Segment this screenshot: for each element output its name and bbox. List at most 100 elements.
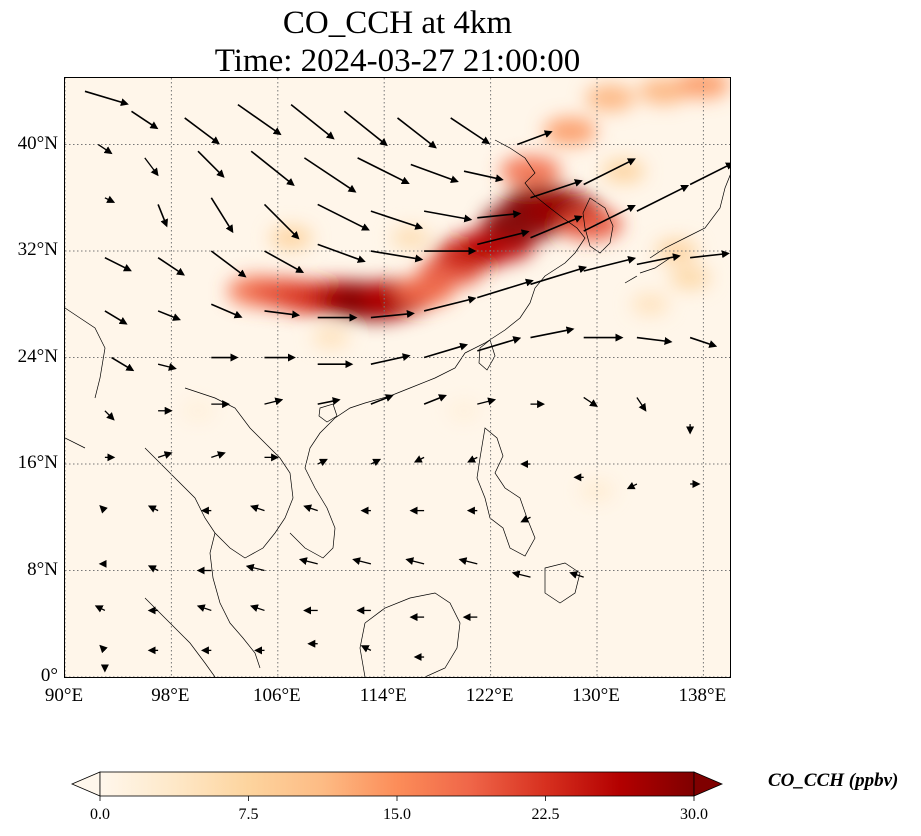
longitude-tick-label: 138°E: [678, 685, 727, 706]
wind-arrow: [264, 397, 284, 406]
wind-arrow: [397, 117, 437, 149]
colorbar-gradient: [99, 771, 695, 797]
wind-arrow: [511, 570, 531, 579]
wind-arrow: [94, 605, 106, 613]
wind-arrow: [157, 363, 177, 371]
wind-arrow: [250, 150, 295, 187]
latitude-tick-label: 16°N: [17, 452, 58, 474]
colorbar-tick-label: 7.5: [238, 806, 259, 823]
wind-arrow: [157, 310, 181, 321]
wind-arrow: [104, 310, 128, 325]
coastline-malay-peninsula: [209, 532, 261, 669]
longitude-tick-label: 90°E: [44, 685, 84, 706]
co-concentration-field: [182, 78, 730, 501]
coastline-philippines: [476, 427, 536, 557]
map-subtitle-time: Time: 2024-03-27 21:00:00: [214, 43, 581, 79]
wind-arrow: [104, 410, 115, 421]
co-plume-blob: [558, 208, 623, 241]
wind-arrow: [636, 253, 681, 266]
wind-arrow: [477, 397, 497, 406]
wind-arrow: [583, 396, 598, 407]
wind-arrow: [104, 256, 132, 272]
wind-arrow: [370, 458, 382, 467]
colorbar-extend-low: [70, 771, 101, 797]
wind-arrow: [211, 451, 226, 459]
coastline-korea: [582, 197, 614, 254]
wind-arrow: [583, 255, 637, 272]
wind-arrow: [423, 342, 469, 359]
wind-arrow: [423, 295, 477, 312]
latitude-tick-label: 24°N: [17, 345, 58, 367]
wind-arrow: [352, 557, 372, 565]
wind-arrow: [264, 250, 305, 274]
latitude-tick-label: 32°N: [17, 239, 58, 261]
wind-arrow: [370, 310, 415, 319]
wind-arrow: [317, 243, 366, 263]
wind-arrow: [290, 103, 335, 140]
coastline-mindanao: [544, 562, 581, 604]
co-plume-blob: [669, 266, 711, 290]
latitude-tick-label: 8°N: [27, 558, 58, 580]
wind-arrow: [413, 455, 425, 463]
coastline-south-china: [289, 352, 466, 559]
co-plume-blob: [585, 84, 636, 112]
coastline-borneo: [359, 592, 461, 677]
wind-arrow: [210, 197, 234, 234]
co-plume-blob: [312, 326, 350, 349]
wind-arrow: [250, 604, 265, 612]
longitude-tick-label: 122°E: [465, 685, 514, 706]
co-plume-blob: [269, 225, 313, 250]
colorbar-tick-marks: [99, 796, 695, 801]
wind-arrow: [157, 451, 173, 459]
wind-arrow: [237, 103, 282, 136]
wind-arrow: [516, 130, 553, 146]
co-plume-blob: [655, 239, 698, 263]
longitude-tick-label: 114°E: [359, 685, 407, 706]
colorbar-tick-label: 30.0: [680, 806, 708, 823]
wind-arrow: [405, 557, 425, 565]
wind-arrow: [147, 505, 159, 513]
wind-arrow: [210, 303, 243, 319]
wind-arrow: [317, 458, 328, 467]
wind-arrow: [210, 250, 247, 278]
wind-arrow: [157, 204, 168, 228]
map-canvas: [65, 78, 730, 677]
co-plume-blob: [182, 401, 214, 421]
wind-arrow: [250, 504, 265, 513]
wind-arrow: [303, 504, 318, 513]
wind-arrow: [463, 170, 504, 183]
wind-arrow: [303, 157, 357, 193]
map-panel: [64, 77, 731, 678]
wind-arrow: [626, 481, 638, 490]
colorbar-label: CO_CCH (ppbv): [768, 770, 899, 791]
coastline-japan: [624, 174, 730, 284]
wind-arrow: [636, 336, 673, 345]
latitude-tick-label: 40°N: [17, 132, 58, 154]
wind-arrow: [370, 394, 394, 405]
wind-arrow: [583, 204, 636, 232]
longitude-tick-label: 98°E: [151, 685, 190, 706]
wind-arrow: [97, 144, 113, 155]
wind-arrow: [477, 336, 522, 352]
wind-arrow: [99, 644, 108, 654]
wind-arrow: [196, 604, 212, 612]
coastline-bay-of-bengal: [65, 307, 106, 449]
wind-arrow: [689, 336, 718, 348]
wind-arrow: [458, 557, 478, 565]
wind-arrow: [197, 150, 225, 178]
wind-arrow: [157, 257, 185, 276]
coastline-china-east: [464, 139, 586, 354]
wind-arrow: [423, 394, 447, 405]
coastline-hainan: [318, 403, 338, 423]
wind-arrow: [530, 326, 575, 339]
wind-arrow: [477, 278, 534, 299]
wind-arrow: [104, 195, 116, 203]
wind-arrow: [636, 397, 647, 412]
colorbar-tick-label: 15.0: [383, 806, 411, 823]
latitude-tick-label: 0°: [40, 665, 58, 686]
wind-arrow: [147, 565, 159, 573]
wind-arrow: [636, 185, 690, 212]
wind-vectors: [84, 90, 730, 673]
wind-arrow: [467, 455, 478, 463]
wind-arrow: [184, 117, 220, 145]
